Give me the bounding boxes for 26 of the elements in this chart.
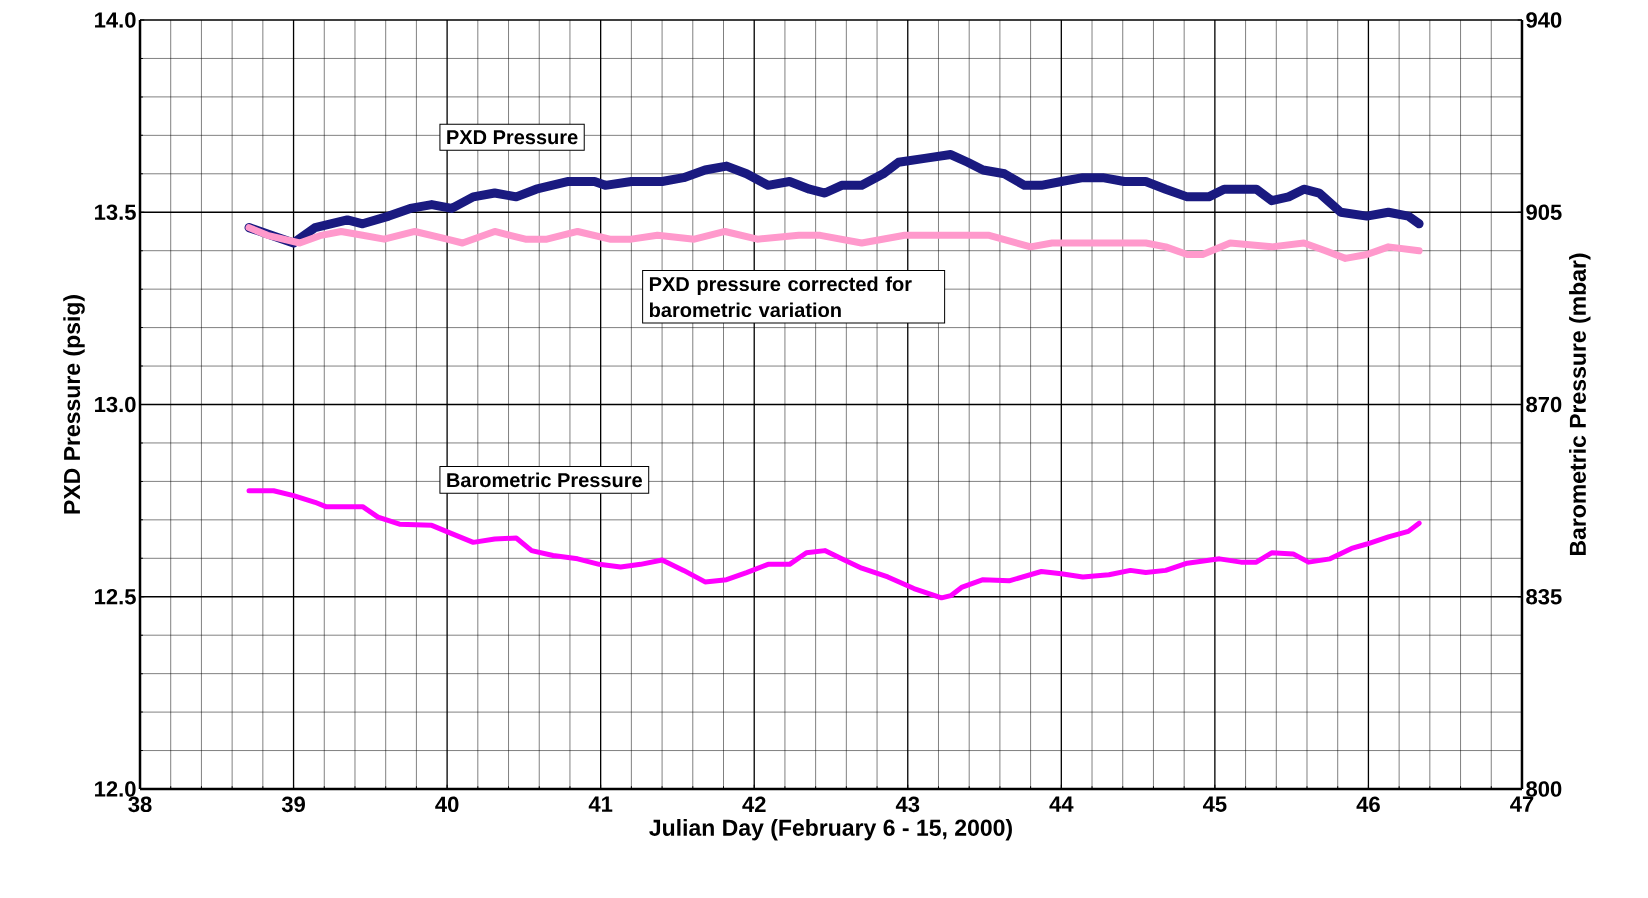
text: Barometric Pressure (447, 472, 642, 488)
y2-tick-label: 870 (1526, 396, 1562, 413)
x-tick-label: 38 (128, 796, 152, 813)
y-tick-label: 13.5 (95, 204, 136, 221)
x-tick-label: 39 (281, 796, 305, 813)
y-tick-label: 13.0 (95, 396, 136, 413)
x-tick-label: 45 (1202, 796, 1227, 812)
x-tick-label: 41 (588, 796, 613, 812)
x-tick-label: 44 (1049, 796, 1074, 812)
series-label: PXD Pressure (447, 130, 578, 145)
x-tick-label: 47 (1510, 796, 1534, 812)
x-tick-label: 46 (1356, 796, 1380, 813)
y2-tick-label: 835 (1526, 588, 1562, 605)
y2-tick-label: 940 (1526, 12, 1562, 28)
y2-tick-label: 800 (1526, 781, 1562, 797)
series-label: PXD pressure corrected for barometric variation (649, 276, 912, 318)
y-tick-label: 12.5 (95, 588, 136, 605)
y-tick-label: 12.0 (95, 781, 136, 797)
x-axis-title: Julian Day (February 6 - 15, 2000) (649, 819, 1012, 841)
y-axis-title: PXD Pressure (psig) (63, 295, 85, 514)
x-tick-label: 43 (895, 796, 920, 813)
x-tick-label: 42 (742, 796, 766, 812)
y2-axis-title: Barometric Pressure (mbar) (1569, 253, 1591, 556)
y-tick-label: 14.0 (95, 12, 136, 28)
y2-tick-label: 905 (1526, 204, 1562, 221)
x-tick-label: 40 (435, 796, 459, 813)
